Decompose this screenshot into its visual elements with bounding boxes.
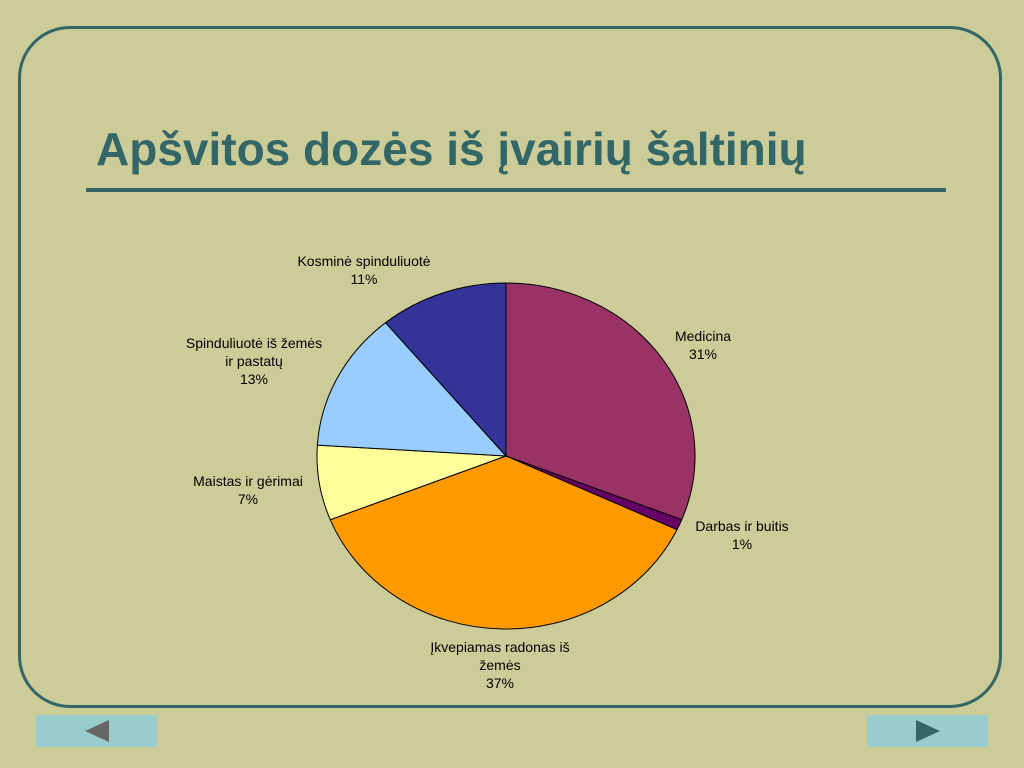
pie-slice [384, 282, 507, 458]
arrow-right-icon [916, 720, 940, 742]
slice-category-text: Maistas ir gėrimai [193, 473, 303, 489]
slice-category-text: Spinduliuotė iš žemės [185, 335, 323, 351]
slice-category-text: ir pastatų [225, 353, 283, 369]
slice-label: Spinduliuotė iš žemės ir pastatų 13% [186, 334, 322, 388]
slice-label: Darbas ir buitis 1% [695, 517, 788, 553]
slice-label: Įkvepiamas radonas iš žemės 37% [430, 638, 569, 692]
slice-percent-text: 1% [731, 536, 753, 552]
slice-category-text: Medicina [674, 328, 732, 344]
slice-category-text: Kosminė spinduliuotė [297, 253, 431, 269]
slice-category-text: Įkvepiamas radonas iš [430, 639, 570, 655]
slice-category-text: žemės [479, 657, 521, 673]
slice-percent-text: 7% [237, 491, 259, 507]
previous-slide-button[interactable] [36, 715, 157, 747]
slice-category-text: Darbas ir buitis [695, 518, 789, 534]
slide-title: Apšvitos dozės iš įvairių šaltinių [96, 123, 807, 175]
pie-slice [329, 455, 678, 630]
slice-label: Kosminė spinduliuotė 11% [297, 252, 430, 288]
slice-percent-text: 11% [350, 271, 378, 287]
next-slide-button[interactable] [867, 715, 988, 747]
slide-frame [18, 26, 1002, 708]
slice-label: Maistas ir gėrimai 7% [193, 472, 303, 508]
arrow-left-icon [85, 720, 109, 742]
slice-percent-text: 31% [688, 346, 718, 362]
pie-slice [505, 282, 696, 521]
slice-percent-text: 37% [485, 675, 515, 691]
slice-label: Medicina 31% [675, 327, 731, 363]
pie-slice [316, 322, 508, 457]
title-underline [86, 188, 946, 192]
slice-percent-text: 13% [239, 371, 269, 387]
